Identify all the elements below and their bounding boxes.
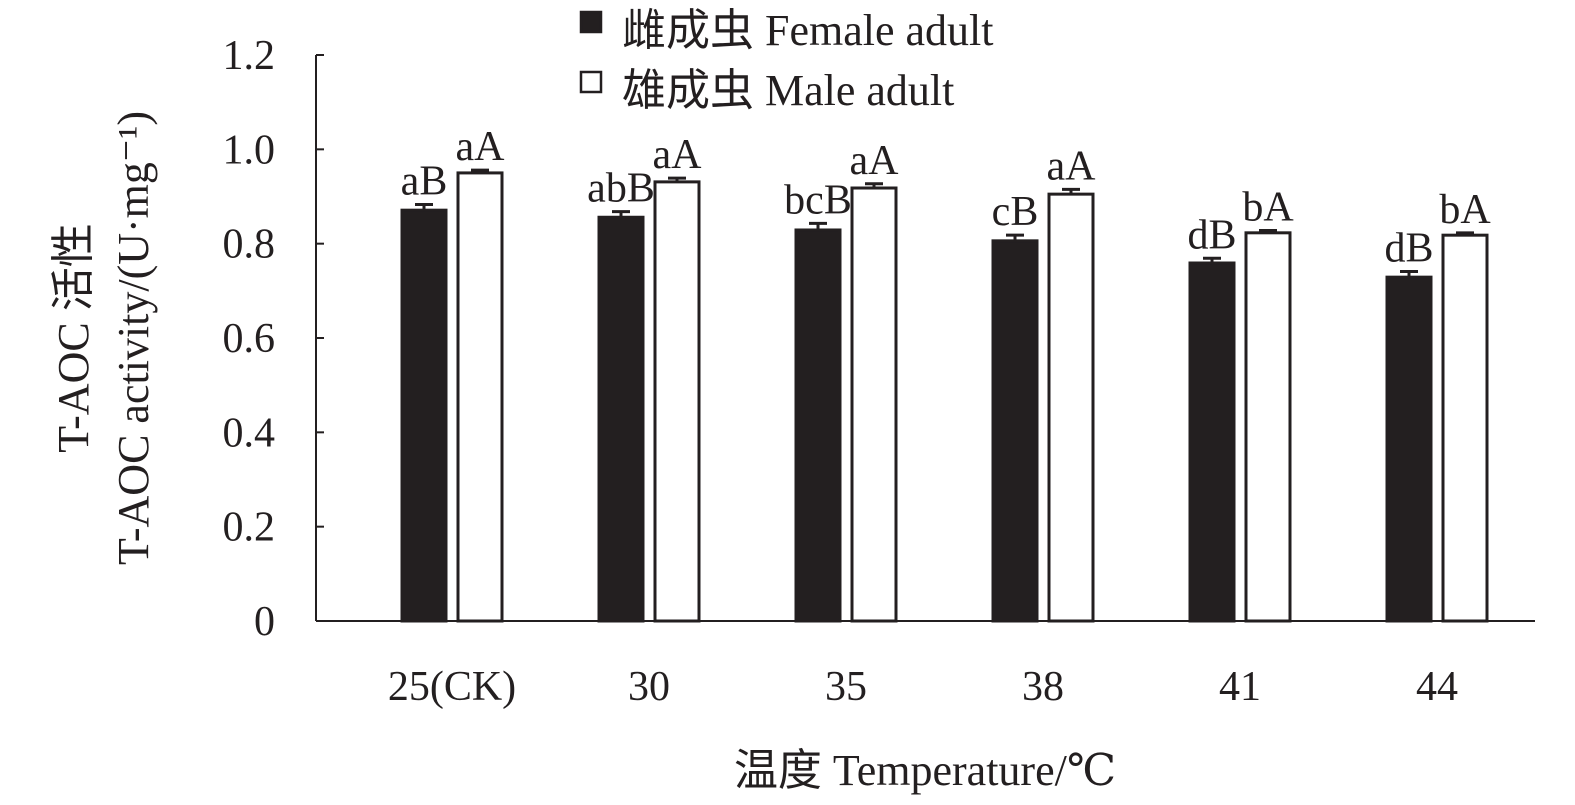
legend-label: 雌成虫 Female adult — [622, 6, 994, 55]
significance-label: aA — [653, 132, 703, 178]
legend-swatch — [579, 10, 603, 34]
female-bar — [991, 239, 1039, 623]
male-bar — [653, 180, 701, 623]
significance-label: aA — [456, 124, 506, 170]
y-tick-label: 0.6 — [223, 316, 276, 362]
significance-label: aB — [401, 159, 448, 205]
x-axis-title: 温度 Temperature/℃ — [734, 746, 1116, 795]
male-bar — [456, 171, 504, 623]
y-axis-title-line2: T-AOC activity/(U·mg⁻¹) — [109, 111, 158, 565]
significance-label: bcB — [784, 177, 852, 223]
y-tick-label: 0.4 — [223, 410, 276, 456]
labels: aB abB bcB cB dB dB aA aA aA aA bA bA — [401, 124, 1492, 271]
y-tick-label: 1.2 — [223, 33, 276, 79]
y-tick-label: 0.8 — [223, 222, 276, 268]
significance-label: cB — [992, 189, 1039, 235]
significance-label: abB — [587, 166, 655, 212]
y-axis-title-line1: T-AOC 活性 — [49, 223, 98, 452]
x-tick-label: 30 — [628, 664, 670, 710]
y-tick-label: 0.2 — [223, 505, 276, 551]
x-tick-label: 35 — [825, 664, 867, 710]
female-bar — [1188, 261, 1236, 623]
male-bar — [1244, 231, 1292, 623]
female-bar — [1385, 275, 1433, 623]
female-bar — [597, 215, 645, 623]
legend-swatch — [579, 70, 603, 94]
x-tick-label: 25(CK) — [388, 664, 516, 710]
significance-label: dB — [1384, 225, 1433, 271]
significance-label: bA — [1242, 184, 1294, 230]
male-bar — [1047, 192, 1095, 623]
axes: 0 0.2 0.4 0.6 0.8 1.0 1.2 25(CK) 30 35 38 41 44 温度 Te… — [49, 33, 1535, 795]
significance-label: aA — [1047, 143, 1097, 189]
significance-label: aA — [850, 138, 900, 184]
significance-label: bA — [1439, 187, 1491, 233]
male-bar — [1441, 233, 1489, 623]
y-tick-label: 0 — [254, 599, 275, 645]
legend: 雌成虫 Female adult 雄成虫 Male adult — [579, 6, 994, 115]
male-bar — [850, 186, 898, 623]
significance-label: dB — [1187, 212, 1236, 258]
bars — [400, 168, 1489, 623]
x-tick-label: 38 — [1022, 664, 1064, 710]
female-bar — [400, 208, 448, 623]
legend-label: 雄成虫 Male adult — [622, 66, 954, 115]
female-bar — [794, 228, 842, 623]
y-tick-label: 1.0 — [223, 127, 276, 173]
x-tick-label: 41 — [1219, 664, 1261, 710]
x-tick-label: 44 — [1416, 664, 1458, 710]
